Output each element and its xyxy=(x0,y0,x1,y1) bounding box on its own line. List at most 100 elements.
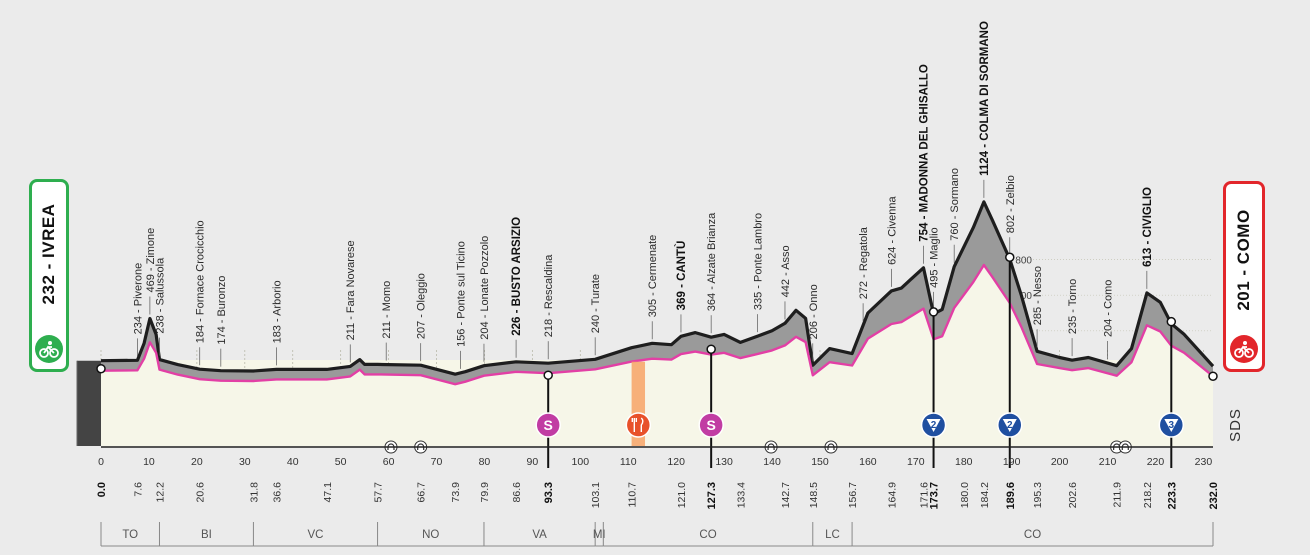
start-dot xyxy=(96,363,106,374)
waypoint-label: 305 - Cermenate xyxy=(647,235,659,318)
km-axis-tick-label: 170 xyxy=(907,456,925,468)
waypoint-label: 613 - CIVIGLIO xyxy=(1142,187,1154,267)
waypoint-label: 1124 - COLMA DI SORMANO xyxy=(979,21,991,176)
km-mark-label: 156.7 xyxy=(847,482,859,508)
profile-top-line xyxy=(100,200,1215,376)
province-strip: TO BI VC NO VA MI CO LC CO xyxy=(100,522,1214,547)
waypoint-label: 760 - Sormano xyxy=(949,168,961,241)
km-mark-label: 133.4 xyxy=(735,482,747,508)
waypoint-label: 240 - Turate xyxy=(590,274,602,333)
waypoint-label: 469 - Zimone xyxy=(145,228,157,293)
waypoint-label: 442 - Asso xyxy=(780,245,792,297)
waypoint-label: 204 - Como xyxy=(1103,280,1115,337)
km-mark-label: 73.9 xyxy=(450,482,462,503)
km-axis-tick-label: 200 xyxy=(1051,456,1069,468)
km-mark-label: 103.1 xyxy=(590,482,602,508)
waypoint-label: 285 - Nesso xyxy=(1032,266,1044,325)
km-axis-tick-label: 130 xyxy=(715,456,733,468)
waypoint-label: 369 - CANTÙ xyxy=(675,241,688,311)
brand-text: SDS xyxy=(1227,408,1244,442)
km-mark-label: 218.2 xyxy=(1142,482,1154,508)
province-label: LC xyxy=(825,529,840,541)
km-axis: 0 10 20 30 40 50 60 70 80 90 100 110 120 130 140 150 160… xyxy=(76,360,1213,468)
waypoint-label: 272 - Regatola xyxy=(858,226,870,299)
km-mark-label: 173.7 xyxy=(929,482,941,510)
km-mark-label: 184.2 xyxy=(979,482,991,508)
start-label: 232 - IVREA xyxy=(39,203,58,305)
waypoint-label: 364 - Alzate Brianza xyxy=(706,212,718,311)
start-bike-icon xyxy=(35,335,63,363)
waypoint-label: 211 - Momo xyxy=(381,281,393,339)
sprint-dot xyxy=(543,370,553,380)
profile-front-face xyxy=(101,265,1213,446)
km-mark-label: 180.0 xyxy=(959,482,971,508)
km-axis-tick-label: 60 xyxy=(383,456,395,468)
km-mark-label: 164.9 xyxy=(886,482,898,508)
km-mark-label: 57.7 xyxy=(373,482,385,503)
markers: S S 2 2 3 xyxy=(96,252,1218,468)
waypoint-label: 624 - Civenna xyxy=(886,196,898,265)
province-label: VA xyxy=(532,529,547,541)
km-mark-label: 7.6 xyxy=(132,482,144,497)
waypoint-label: 495 - Maglio xyxy=(929,227,941,288)
waypoint-label: 754 - MADONNA DEL GHISALLO xyxy=(918,64,930,242)
kom-triangle xyxy=(926,419,941,432)
kom-category: 3 xyxy=(1169,420,1175,431)
waypoint-label: 211 - Fara Novarese xyxy=(345,240,357,340)
km-mark-label: 121.0 xyxy=(676,482,688,508)
km-axis-tick-label: 30 xyxy=(239,456,251,468)
province-label: VC xyxy=(307,529,323,541)
km-axis-tick-label: 90 xyxy=(527,456,539,468)
waypoint-label: 226 - BUSTO ARSIZIO xyxy=(511,217,523,336)
km-axis-tick-label: 70 xyxy=(431,456,443,468)
km-marks: 0.0 7.6 12.2 20.6 31.8 36.6 47.1 57.7 66.7 73.9 79… xyxy=(96,482,1220,510)
km-axis-tick-label: 0 xyxy=(98,456,104,468)
profile-pink-line xyxy=(100,263,1214,386)
province-label: MI xyxy=(593,529,606,541)
sprint-badge xyxy=(698,412,724,438)
brand-logo: SDS xyxy=(1221,408,1251,442)
finish-dot xyxy=(1208,371,1218,381)
kom-dot xyxy=(1005,252,1015,262)
km-mark-label: 142.7 xyxy=(780,482,792,508)
km-mark-label: 195.3 xyxy=(1032,482,1044,508)
km-axis-tick-label: 210 xyxy=(1099,456,1117,468)
km-axis-tick-label: 40 xyxy=(287,456,299,468)
waypoint-label: 156 - Ponte sul Ticino xyxy=(455,241,467,347)
km-axis-tick-label: 10 xyxy=(143,456,155,468)
km-mark-label: 232.0 xyxy=(1208,482,1220,510)
waypoint-label: 335 - Ponte Lambro xyxy=(753,213,765,310)
altitude-scale-label: 800 xyxy=(1015,256,1032,267)
km-mark-label: 171.6 xyxy=(918,482,930,508)
km-mark-label: 127.3 xyxy=(706,482,718,510)
fork-knife-icon xyxy=(625,412,652,438)
km-mark-label: 93.3 xyxy=(543,482,555,503)
km-mark-label: 36.6 xyxy=(271,482,283,503)
profile-start-wall xyxy=(77,360,101,446)
km-mark-label: 211.9 xyxy=(1112,482,1124,508)
sprint-badge-letter: S xyxy=(544,417,553,433)
km-mark-label: 189.6 xyxy=(1005,482,1017,510)
fork-knife-glyph xyxy=(631,417,644,432)
km-mark-label: 86.6 xyxy=(511,482,523,503)
finish-label: 201 - COMO xyxy=(1234,209,1253,311)
km-axis-tick-label: 150 xyxy=(811,456,829,468)
km-mark-label: 79.9 xyxy=(479,482,491,503)
km-axis-tick-label: 180 xyxy=(955,456,973,468)
kom-dot xyxy=(928,307,939,317)
kom-dot xyxy=(1166,316,1177,327)
waypoint-label: 235 - Torno xyxy=(1067,279,1079,334)
km-mark-label: 202.6 xyxy=(1067,482,1079,508)
km-axis-tick-label: 100 xyxy=(572,456,590,468)
km-axis-tick-label: 120 xyxy=(667,456,685,468)
kom-category: 2 xyxy=(931,420,937,431)
kom-triangle xyxy=(1164,419,1179,432)
kom-triangle xyxy=(1002,419,1017,432)
finish-bike-icon xyxy=(1230,335,1258,363)
km-axis-tick-label: 110 xyxy=(620,456,637,468)
km-mark-label: 20.6 xyxy=(195,482,207,503)
km-mark-label: 110.7 xyxy=(627,482,639,508)
